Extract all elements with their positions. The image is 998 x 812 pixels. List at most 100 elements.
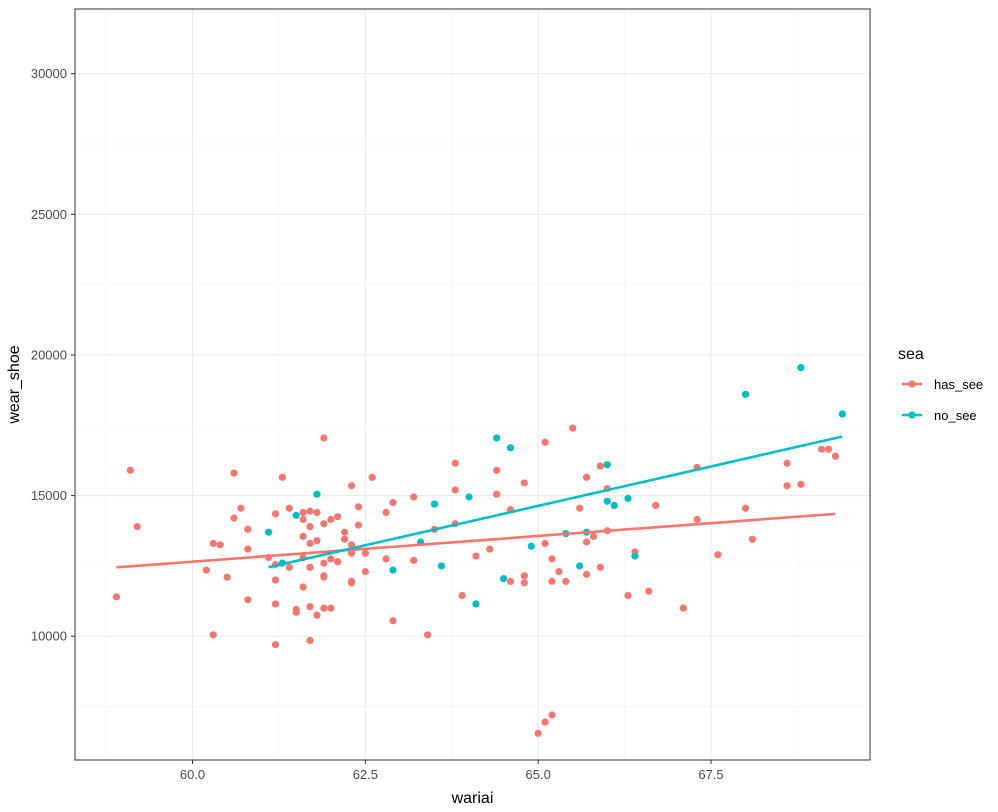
data-point [389, 617, 397, 625]
data-point [306, 563, 314, 571]
panel-border [74, 8, 871, 761]
legend-label: no_see [934, 408, 977, 423]
data-point [347, 579, 356, 587]
data-point [126, 466, 134, 474]
data-point [589, 532, 598, 540]
data-point [562, 577, 570, 585]
data-point [354, 503, 363, 511]
series-has_see-points [112, 424, 840, 737]
data-point [264, 528, 273, 536]
data-point [541, 438, 549, 446]
data-point [347, 482, 356, 490]
data-point [596, 462, 604, 470]
data-point [334, 513, 342, 521]
data-point [112, 593, 121, 601]
data-point [714, 551, 722, 559]
data-point [824, 445, 833, 453]
data-point [230, 514, 238, 522]
data-point [347, 541, 356, 549]
y-tick-label: 20000 [31, 347, 67, 362]
data-point [500, 574, 508, 583]
data-point [693, 515, 701, 524]
data-point [548, 711, 556, 719]
data-point [527, 542, 535, 550]
data-point [520, 572, 528, 580]
data-point [582, 538, 591, 546]
data-point [244, 545, 252, 553]
data-point [555, 567, 563, 576]
data-point [472, 600, 480, 608]
data-point [202, 566, 210, 574]
data-point [271, 600, 280, 608]
data-point [797, 480, 805, 488]
data-point [299, 583, 307, 591]
data-point [797, 364, 805, 372]
series-no_see-points [264, 364, 846, 608]
data-point [430, 500, 439, 508]
data-point [610, 501, 618, 510]
data-point [603, 461, 611, 469]
data-point [541, 718, 549, 726]
data-point [133, 522, 141, 531]
data-point [652, 501, 660, 510]
data-point [361, 567, 369, 576]
data-point [569, 424, 577, 432]
data-point [741, 504, 750, 512]
data-point [327, 515, 335, 524]
data-point [327, 555, 335, 563]
data-point [244, 596, 252, 604]
data-point [278, 473, 286, 481]
data-point [582, 473, 591, 481]
data-point [237, 504, 245, 512]
data-point [437, 562, 445, 570]
y-tick-label: 25000 [31, 207, 67, 222]
data-point [320, 434, 328, 442]
data-point [741, 390, 750, 398]
data-point [783, 459, 791, 467]
data-point [341, 535, 349, 543]
data-point [327, 604, 335, 612]
data-point [596, 563, 604, 571]
data-point [271, 510, 280, 518]
data-point [486, 545, 494, 553]
data-point [285, 504, 293, 512]
data-point [472, 552, 480, 560]
data-point [458, 591, 466, 600]
data-point [382, 508, 390, 517]
data-point [465, 493, 473, 501]
data-point [320, 559, 328, 567]
data-point [306, 507, 314, 515]
data-point [216, 541, 224, 549]
data-point [410, 493, 418, 501]
data-point [230, 469, 238, 477]
data-point [334, 558, 342, 566]
data-point [354, 521, 363, 529]
data-point [541, 539, 549, 548]
data-point [306, 522, 314, 531]
data-point [624, 591, 632, 600]
data-point [576, 562, 584, 570]
data-point [299, 508, 307, 517]
x-tick-label: 67.5 [698, 767, 723, 782]
data-point [313, 508, 321, 517]
data-point [389, 499, 397, 507]
data-point [382, 555, 390, 563]
data-point [534, 729, 542, 737]
data-point [783, 482, 791, 490]
legend-key-point [908, 380, 916, 388]
data-point [209, 539, 217, 548]
y-axis-title: wear_shoe [6, 345, 23, 424]
data-point [506, 577, 515, 585]
legend-title: sea [898, 346, 924, 363]
data-point [320, 572, 328, 580]
x-axis-title: wariai [451, 790, 494, 807]
data-point [645, 587, 653, 595]
y-tick-label: 30000 [31, 66, 67, 81]
data-point [313, 611, 321, 619]
data-point [341, 528, 349, 536]
legend-item-no_see: no_see [902, 408, 977, 423]
data-point [818, 445, 826, 453]
data-point [631, 552, 639, 560]
data-point [423, 631, 432, 639]
data-point [361, 549, 369, 557]
